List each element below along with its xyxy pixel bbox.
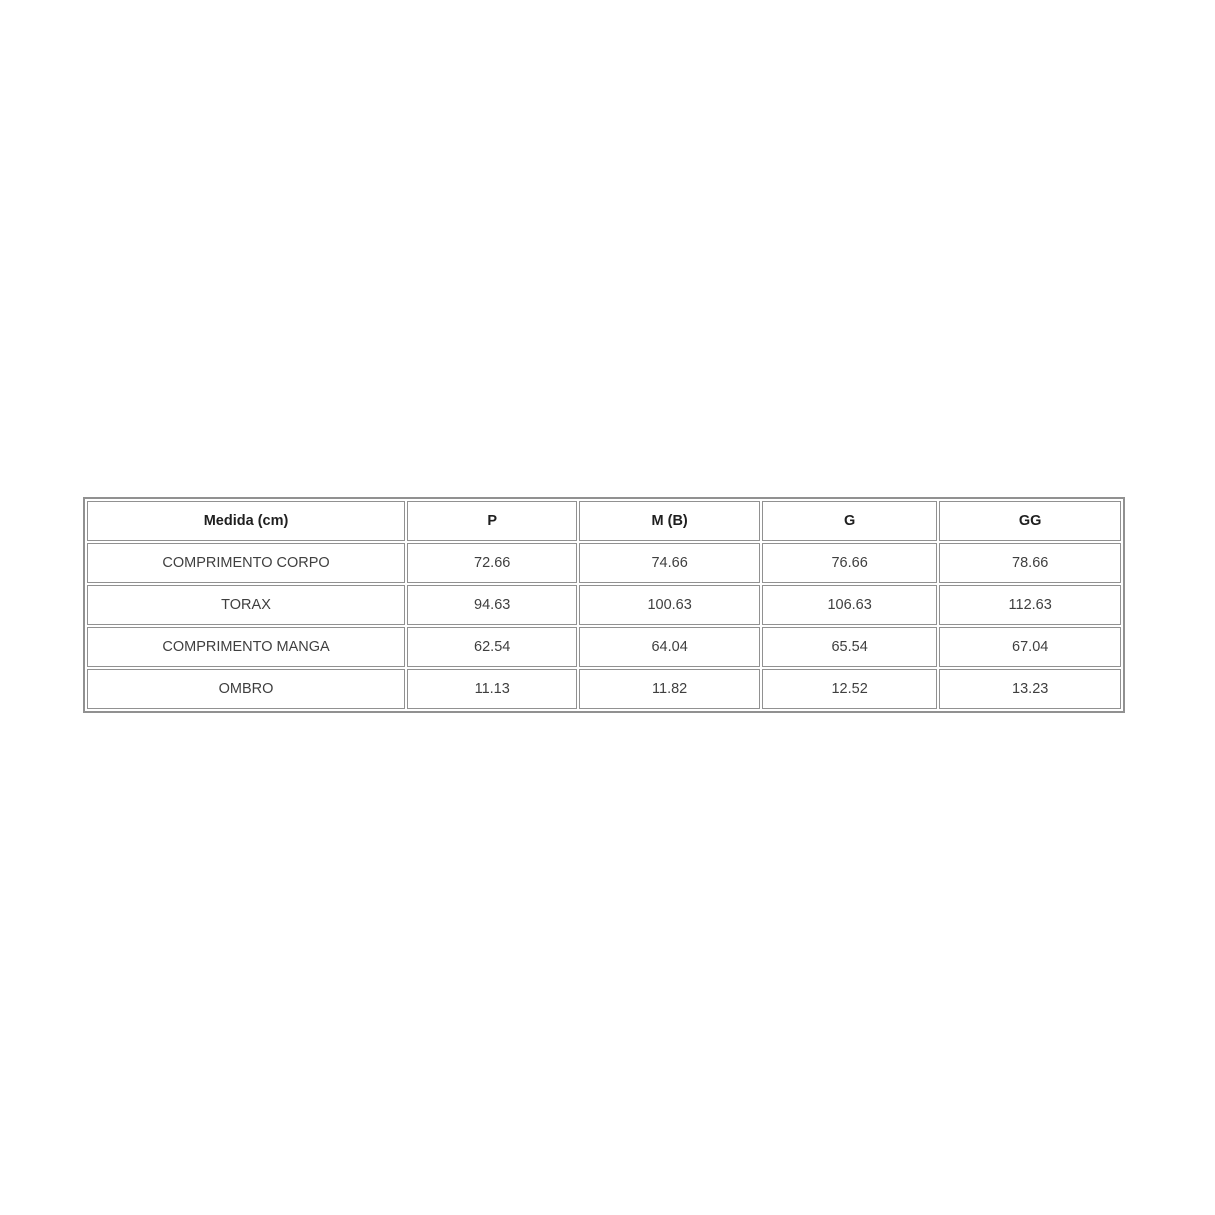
row-label: OMBRO	[87, 669, 406, 709]
cell: 67.04	[939, 627, 1121, 667]
header-measure: Medida (cm)	[87, 501, 406, 541]
cell: 106.63	[761, 585, 938, 625]
cell: 72.66	[407, 543, 578, 583]
table-header-row: Medida (cm) P M (B) G GG	[87, 501, 1121, 541]
cell: 100.63	[579, 585, 760, 625]
cell: 13.23	[939, 669, 1121, 709]
cell: 112.63	[939, 585, 1121, 625]
table-row: TORAX 94.63 100.63 106.63 112.63	[87, 585, 1121, 625]
row-label: COMPRIMENTO CORPO	[87, 543, 406, 583]
cell: 65.54	[761, 627, 938, 667]
table-row: COMPRIMENTO CORPO 72.66 74.66 76.66 78.6…	[87, 543, 1121, 583]
row-label: TORAX	[87, 585, 406, 625]
cell: 62.54	[407, 627, 578, 667]
cell: 94.63	[407, 585, 578, 625]
cell: 64.04	[579, 627, 760, 667]
size-chart-table: Medida (cm) P M (B) G GG COMPRIMENTO COR…	[83, 497, 1125, 713]
table-row: OMBRO 11.13 11.82 12.52 13.23	[87, 669, 1121, 709]
cell: 11.82	[579, 669, 760, 709]
header-size-p: P	[407, 501, 578, 541]
table-row: COMPRIMENTO MANGA 62.54 64.04 65.54 67.0…	[87, 627, 1121, 667]
header-size-m: M (B)	[579, 501, 760, 541]
cell: 74.66	[579, 543, 760, 583]
row-label: COMPRIMENTO MANGA	[87, 627, 406, 667]
cell: 11.13	[407, 669, 578, 709]
cell: 76.66	[761, 543, 938, 583]
cell: 78.66	[939, 543, 1121, 583]
header-size-gg: GG	[939, 501, 1121, 541]
header-size-g: G	[761, 501, 938, 541]
cell: 12.52	[761, 669, 938, 709]
